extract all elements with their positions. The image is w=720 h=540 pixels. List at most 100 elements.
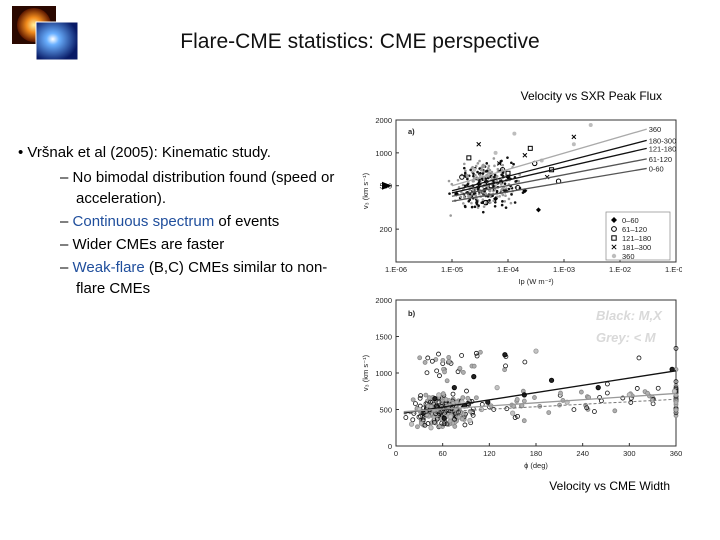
scatter-point [462, 202, 465, 205]
scatter-point [450, 182, 454, 186]
scatter-point [503, 182, 507, 186]
legend-entry: 360 [622, 252, 635, 261]
series-point [428, 425, 434, 431]
scatter-point [466, 177, 469, 181]
scatter-point [507, 187, 511, 191]
x-axis-label: Ip (W m⁻²) [518, 277, 554, 286]
scatter-point [443, 397, 449, 402]
scatter-point [532, 395, 537, 400]
scatter-point [444, 378, 450, 384]
scatter-point [462, 166, 466, 170]
scatter-point [515, 413, 520, 419]
scatter-point [501, 174, 505, 177]
scatter-point [456, 178, 460, 182]
legend-marker [611, 217, 617, 223]
y-tick-label: 1000 [375, 149, 392, 158]
scatter-point [418, 413, 423, 419]
scatter-point [503, 363, 508, 369]
scatter-point [457, 186, 461, 189]
scatter-point [507, 197, 511, 201]
scatter-point [460, 370, 466, 375]
scatter-point [473, 395, 479, 401]
scatter-point [504, 206, 508, 209]
scatter-point [487, 164, 491, 168]
scatter-point [454, 399, 460, 405]
x-tick-label: 1.E-03 [553, 265, 575, 274]
scatter-point [474, 173, 477, 177]
scatter-point [521, 398, 527, 404]
scatter-point [477, 204, 480, 208]
scatter-point [482, 205, 486, 208]
scatter-point [450, 391, 456, 397]
series-point [408, 421, 415, 427]
scatter-point [481, 198, 485, 202]
scatter-point [510, 161, 513, 165]
legend-entry: 61–120 [622, 225, 647, 234]
scatter-point [472, 174, 475, 178]
scatter-point [489, 201, 492, 204]
scatter-point [456, 414, 462, 420]
scatter-point [673, 400, 679, 405]
x-tick-label: 180 [530, 449, 543, 458]
fit-line [451, 139, 647, 192]
scatter-point [493, 204, 497, 208]
scatter-point [468, 198, 472, 202]
fit-line-label: 360 [649, 125, 662, 134]
scatter-point [459, 195, 463, 199]
legend-entry: 121–180 [622, 234, 651, 243]
scatter-point [440, 357, 446, 363]
fit-line-label: 180-300 [649, 136, 677, 145]
scatter-point [449, 214, 452, 217]
scatter-point [546, 410, 552, 416]
scatter-point [493, 164, 496, 168]
x-tick-label: 240 [576, 449, 589, 458]
slide-title: Flare-CME statistics: CME perspective [180, 30, 540, 53]
series-point [595, 385, 601, 391]
bullet-sub4: – Weak-flare (B,C) CMEs similar to non-f… [60, 259, 328, 297]
scatter-point [469, 399, 475, 404]
scatter-point [442, 369, 447, 375]
series-point [510, 410, 516, 416]
scatter-point [436, 351, 441, 357]
y-axis-label: v₃ (km s⁻¹) [361, 354, 370, 391]
series-point [502, 352, 508, 358]
x-tick-label: 1.E-01 [665, 265, 682, 274]
scatter-point [493, 173, 497, 177]
fit-line-label: 0-60 [649, 164, 664, 173]
scatter-point [498, 195, 501, 198]
series-point [471, 374, 477, 380]
scatter-point [463, 196, 466, 199]
scatter-point [470, 201, 473, 205]
series-point [505, 170, 511, 176]
scatter-point [446, 359, 452, 364]
scatter-point [479, 168, 483, 172]
scatter-point [501, 200, 504, 203]
series-point [588, 122, 593, 127]
scatter-point [604, 390, 610, 396]
x-tick-label: 360 [670, 449, 682, 458]
scatter-point [417, 395, 423, 401]
scatter-point [481, 172, 485, 175]
scatter-point [571, 407, 577, 413]
chart-velocity-vs-width: b) 0 60 120 180 240 300 360 0 500 1000 1500 2000 ϕ (d… [361, 296, 682, 470]
scatter-point [444, 421, 450, 427]
scatter-point [490, 170, 494, 174]
scatter-point [441, 421, 447, 427]
scatter-point [484, 177, 488, 180]
scatter-point [425, 355, 431, 361]
legend-marker [611, 244, 617, 250]
scatter-point [509, 201, 513, 205]
scatter-point [432, 419, 437, 425]
y-tick-label: 2000 [375, 116, 392, 125]
panel-label: b) [408, 309, 416, 318]
scatter-point [417, 355, 423, 361]
arrow-marker [382, 181, 392, 190]
scatter-point [484, 192, 488, 195]
scatter-point [436, 399, 442, 405]
scatter-point [620, 395, 626, 401]
scatter-point [434, 368, 440, 374]
scatter-point [470, 412, 476, 418]
scatter-point [478, 159, 481, 163]
scatter-point [476, 162, 480, 165]
scatter-point [487, 166, 490, 170]
